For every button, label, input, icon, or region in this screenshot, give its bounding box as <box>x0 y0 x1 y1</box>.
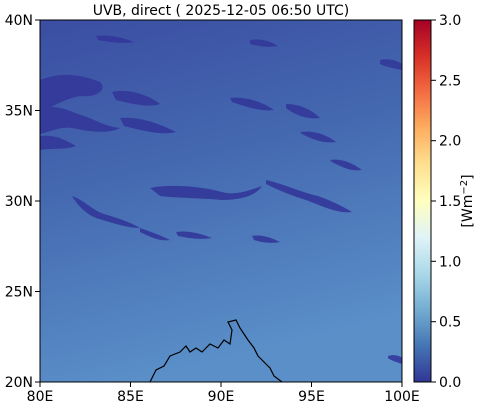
colorbar-tick-label: 1.5 <box>439 194 461 210</box>
lat-tick-label: 30N <box>5 194 33 210</box>
lon-tick-label: 80E <box>27 389 54 405</box>
coastline <box>149 319 283 382</box>
lat-axis: 20N 25N 30N 35N 40N <box>5 13 40 391</box>
map-title: UVB, direct ( 2025-12-05 06:50 UTC) <box>93 3 350 19</box>
colorbar-gradient <box>413 19 432 383</box>
map-area <box>40 20 402 382</box>
colorbar: 0.0 0.5 1.0 1.5 2.0 2.5 3.0 [Wm−2] <box>413 13 476 391</box>
lat-tick-label: 35N <box>5 104 33 120</box>
lat-tick-label: 40N <box>5 13 33 29</box>
lon-axis: 80E 85E 90E 95E 100E <box>27 382 420 405</box>
colorbar-label: [Wm−2] <box>459 174 476 227</box>
lon-tick-label: 85E <box>117 389 144 405</box>
lon-tick-label: 100E <box>384 389 420 405</box>
lon-tick-label: 90E <box>208 389 235 405</box>
uvb-field <box>40 20 402 382</box>
colorbar-tick-label: 0.5 <box>439 315 461 331</box>
lat-tick-label: 20N <box>5 375 33 391</box>
colorbar-tick-label: 2.0 <box>439 134 461 150</box>
lon-tick-label: 95E <box>298 389 325 405</box>
lat-tick-label: 25N <box>5 285 33 301</box>
cloud-streaks <box>40 35 402 364</box>
colorbar-tick-label: 3.0 <box>439 13 461 29</box>
colorbar-tick-label: 1.0 <box>439 254 461 270</box>
colorbar-tick-label: 2.5 <box>439 73 461 89</box>
colorbar-tick-label: 0.0 <box>439 375 461 391</box>
